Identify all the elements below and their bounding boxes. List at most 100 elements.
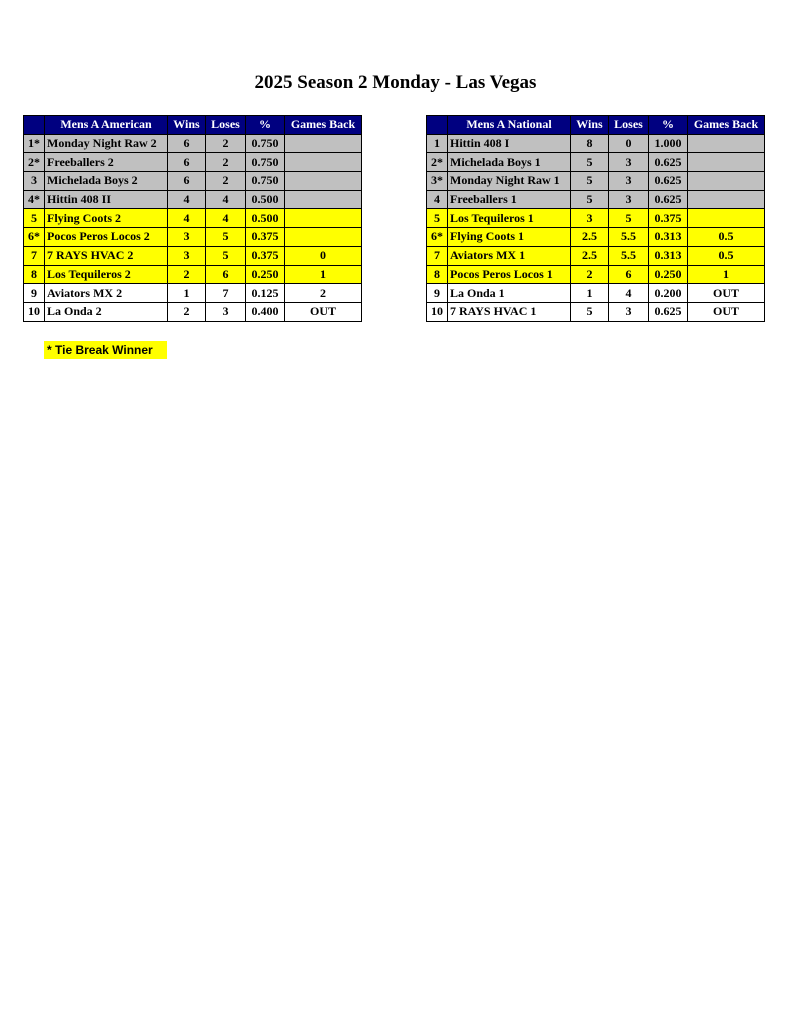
cell: 7 <box>205 283 246 303</box>
cell: 0.313 <box>648 227 688 247</box>
cell: 2 <box>570 264 609 285</box>
cell: 3 <box>205 301 246 322</box>
cell: 0.250 <box>648 264 688 285</box>
header-cell: Wins <box>570 115 609 135</box>
team-name: 7 RAYS HVAC 2 <box>44 245 168 266</box>
cell: 8 <box>426 264 448 285</box>
header-cell: Games Back <box>284 115 362 135</box>
cell: 0.375 <box>648 208 688 229</box>
cell: 9 <box>23 283 45 303</box>
header-row: Mens A American Wins Loses% Games Back <box>23 115 362 135</box>
header-cell: Mens A American <box>44 115 168 135</box>
team-name: Michelada Boys 2 <box>44 171 168 191</box>
cell: 3* <box>426 171 448 191</box>
cell: 1 <box>426 133 448 154</box>
cell: 5 <box>426 208 448 229</box>
team-name: Monday Night Raw 2 <box>44 133 168 154</box>
cell: 5 <box>570 301 609 322</box>
cell: 3 <box>608 171 649 191</box>
team-name: Los Tequileros 2 <box>44 264 168 285</box>
cell: 3 <box>570 208 609 229</box>
team-name: Aviators MX 2 <box>44 283 168 303</box>
team-name: La Onda 1 <box>447 283 571 303</box>
note: * Tie Break Winner <box>44 341 167 359</box>
cell: 5 <box>570 171 609 191</box>
cell <box>284 189 362 210</box>
cell: 6* <box>426 227 448 247</box>
team-name: Los Tequileros 1 <box>447 208 571 229</box>
cell: 0.200 <box>648 283 688 303</box>
cell: 1.000 <box>648 133 688 154</box>
header-cell <box>23 115 45 135</box>
team-name: Monday Night Raw 1 <box>447 171 571 191</box>
cell: OUT <box>687 301 765 322</box>
cell: 1 <box>570 283 609 303</box>
cell: 4 <box>167 189 206 210</box>
header-cell: % <box>245 115 285 135</box>
cell: 4 <box>167 208 206 229</box>
cell <box>687 133 765 154</box>
cell: 0.625 <box>648 152 688 173</box>
cell: 5.5 <box>608 245 649 266</box>
cell: 5 <box>23 208 45 229</box>
cell: 2 <box>284 283 362 303</box>
cell: 0.375 <box>245 245 285 266</box>
cell <box>687 152 765 173</box>
cell: 5 <box>608 208 649 229</box>
cell: 3 <box>608 152 649 173</box>
cell: 0.375 <box>245 227 285 247</box>
cell: 0.500 <box>245 189 285 210</box>
header-cell: Wins <box>167 115 206 135</box>
title: 2025 Season 2 Monday - Las Vegas <box>254 72 537 93</box>
cell <box>284 171 362 191</box>
team-row: 9 La Onda 1 1 4 0.200 OUT <box>426 283 765 303</box>
team-row: 1 Hittin 408 I 8 0 1.000 <box>426 133 765 154</box>
cell: 0.625 <box>648 189 688 210</box>
team-name: Flying Coots 2 <box>44 208 168 229</box>
team-name: Pocos Peros Locos 1 <box>447 264 571 285</box>
cell: 10 <box>23 301 45 322</box>
cell: 0.750 <box>245 171 285 191</box>
standings-table: Mens A National Wins Loses% Games Back 1 Hitt… <box>426 115 765 322</box>
cell <box>284 208 362 229</box>
cell: 3 <box>23 171 45 191</box>
cell: 8 <box>570 133 609 154</box>
cell: 3 <box>608 301 649 322</box>
team-row: 1* Monday Night Raw 2 6 2 0.750 <box>23 133 362 154</box>
team-row: 7 Aviators MX 1 2.5 5.5 0.313 0.5 <box>426 245 765 266</box>
team-row: 8 Los Tequileros 2 2 6 0.250 1 <box>23 264 362 285</box>
cell: 1 <box>167 283 206 303</box>
team-row: 10 La Onda 2 2 3 0.400 OUT <box>23 301 362 322</box>
team-name: Flying Coots 1 <box>447 227 571 247</box>
team-row: 5 Flying Coots 2 4 4 0.500 <box>23 208 362 229</box>
cell: 0.625 <box>648 301 688 322</box>
cell <box>687 171 765 191</box>
team-row: 8 Pocos Peros Locos 1 2 6 0.250 1 <box>426 264 765 285</box>
cell: 0.625 <box>648 171 688 191</box>
cell: 6 <box>167 152 206 173</box>
cell: OUT <box>687 283 765 303</box>
cell: 0.500 <box>245 208 285 229</box>
team-row: 6* Pocos Peros Locos 2 3 5 0.375 <box>23 227 362 247</box>
cell: 4 <box>205 189 246 210</box>
team-row: 6* Flying Coots 1 2.5 5.5 0.313 0.5 <box>426 227 765 247</box>
team-name: Aviators MX 1 <box>447 245 571 266</box>
cell: 7 <box>426 245 448 266</box>
team-name: 7 RAYS HVAC 1 <box>447 301 571 322</box>
header-row: Mens A National Wins Loses% Games Back <box>426 115 765 135</box>
cell: 0.750 <box>245 152 285 173</box>
team-row: 3* Monday Night Raw 1 5 3 0.625 <box>426 171 765 191</box>
cell: 6 <box>205 264 246 285</box>
cell: 0.5 <box>687 227 765 247</box>
cell: 5 <box>570 152 609 173</box>
team-row: 4 Freeballers 1 5 3 0.625 <box>426 189 765 210</box>
cell: 9 <box>426 283 448 303</box>
cell: 0.5 <box>687 245 765 266</box>
cell: 5 <box>570 189 609 210</box>
cell: 6 <box>167 133 206 154</box>
cell: 5.5 <box>608 227 649 247</box>
team-row: 10 7 RAYS HVAC 1 5 3 0.625 OUT <box>426 301 765 322</box>
header-cell: Games Back <box>687 115 765 135</box>
